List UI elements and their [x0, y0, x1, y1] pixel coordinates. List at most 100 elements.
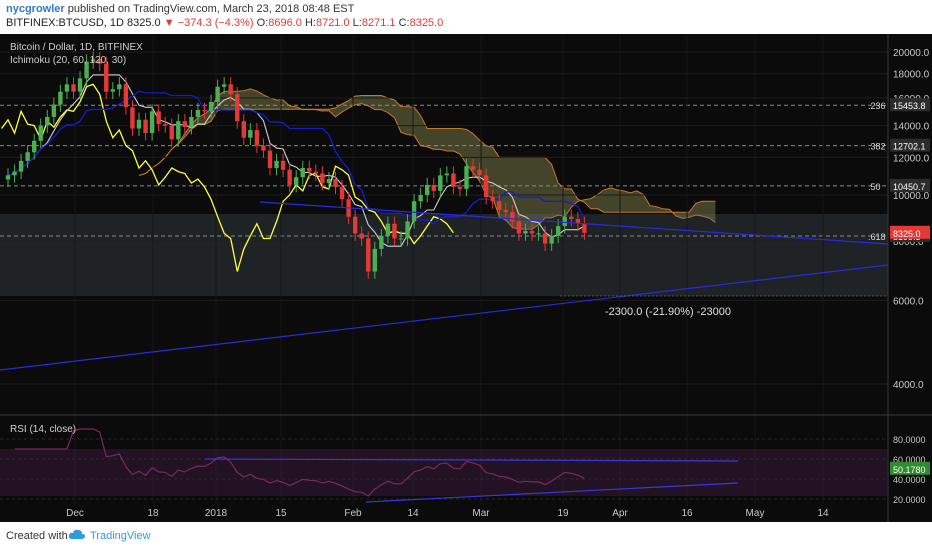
candle-body — [477, 169, 482, 176]
high-value: 8721.0 — [315, 17, 350, 29]
price-change: −374.3 (−4.3%) — [177, 17, 254, 29]
rsi-upper-trendline[interactable] — [204, 458, 739, 462]
candle-body — [149, 111, 155, 134]
price-tick-label: 6000.0 — [893, 296, 924, 307]
candle-body — [104, 63, 109, 92]
candle-body — [379, 235, 384, 249]
candle-body — [274, 160, 279, 168]
date-tick-label: Mar — [472, 508, 490, 519]
candle-body — [38, 125, 43, 141]
candle-body — [123, 84, 129, 108]
candle-body — [562, 216, 567, 227]
open-value: 8696.0 — [268, 17, 302, 29]
price-tick-label: 18000.0 — [893, 70, 930, 81]
low-value: 8271.1 — [361, 17, 396, 29]
candle-body — [313, 171, 319, 174]
candle-body — [510, 212, 515, 222]
date-tick-label: Apr — [612, 508, 628, 519]
candle-body — [18, 160, 24, 172]
candle-body — [228, 84, 233, 95]
candle-body — [241, 121, 246, 138]
candle-body — [215, 86, 220, 102]
candle-body — [110, 89, 115, 92]
created-with-text: Created with — [6, 530, 68, 542]
rsi-lower-trendline[interactable] — [365, 482, 739, 503]
date-tick-label: Dec — [66, 508, 84, 519]
date-tick-label: May — [746, 508, 765, 519]
down-arrow-icon: ▼ — [163, 17, 175, 29]
author-link[interactable]: nycgrowler — [6, 3, 65, 15]
candle-body — [569, 216, 574, 220]
high-label: H: — [304, 17, 316, 29]
chart-area[interactable]: .236 .382 .50 .618 -2300.0 (-21.90%) -23000… — [0, 34, 932, 522]
rsi-grid — [0, 438, 888, 500]
price-tick-label: 14000.0 — [893, 122, 930, 133]
candle-body — [97, 59, 102, 64]
rsi-label: RSI (14, close) — [10, 424, 76, 435]
date-tick-label: 16 — [681, 508, 693, 519]
date-tick-label: 2018 — [205, 508, 228, 519]
candle-body — [294, 177, 299, 185]
cloud-fill — [139, 88, 716, 230]
candle-body — [497, 201, 502, 210]
close-label: C: — [398, 17, 410, 29]
candle-body — [189, 116, 194, 128]
candle-body — [300, 167, 305, 178]
rsi-tick-label: 20.0000 — [893, 495, 926, 505]
candle-body — [202, 109, 207, 112]
candle-body — [235, 94, 240, 122]
candle-body — [444, 173, 450, 176]
candle-body — [470, 166, 476, 170]
candle-body — [248, 130, 253, 138]
fib-price-label: 12702.1 — [893, 142, 926, 152]
rsi-value-tag — [890, 461, 930, 475]
price-tick-label: 8000.0 — [893, 237, 924, 248]
candle-body — [117, 84, 122, 90]
candle-body — [51, 104, 57, 117]
candle-body — [464, 166, 469, 189]
candle-body — [366, 238, 371, 272]
price-tick-label: 4000.0 — [893, 380, 924, 391]
price-tick-label: 12000.0 — [893, 153, 930, 164]
candle-body — [398, 238, 404, 240]
lower-trendline[interactable] — [0, 264, 889, 371]
fib-price-tag — [890, 98, 930, 112]
upper-trendline[interactable] — [259, 201, 889, 245]
candle-body — [182, 121, 188, 128]
candle-body — [333, 179, 338, 187]
low-label: L: — [352, 17, 362, 29]
candle-body — [385, 223, 391, 236]
date-tick-label: 19 — [557, 508, 569, 519]
fib-ratio-label: .236 — [868, 101, 886, 111]
rsi-value-label: 50.1780 — [893, 465, 926, 475]
fib-ratio-label: .382 — [868, 142, 886, 152]
candle-body — [352, 216, 358, 234]
rsi-path — [14, 428, 585, 497]
fib-ratio-label: .50 — [868, 182, 881, 192]
candle-body — [221, 84, 227, 87]
candle-body — [536, 233, 541, 235]
price-tick-label: 10000.0 — [893, 191, 930, 202]
tenkan-line — [0, 83, 454, 272]
candle-body — [542, 233, 548, 244]
candle-body — [90, 59, 96, 62]
price-grid — [0, 34, 888, 504]
published-text: published on TradingView.com, March 23, … — [67, 3, 355, 15]
open-label: O: — [256, 17, 269, 29]
chart-title: Bitcoin / Dollar, 1D, BITFINEX — [10, 42, 143, 53]
candle-body — [5, 175, 11, 180]
rsi-tick-label: 40.0000 — [893, 475, 926, 485]
candle-body — [261, 145, 266, 151]
candle-body — [503, 209, 508, 213]
candle-body — [438, 175, 443, 191]
axes: 4000.0 6000.0 8000.0 10000.0 12000.0 14000.0 1… — [66, 48, 930, 519]
candle-body — [208, 101, 214, 112]
tradingview-logo-text[interactable]: TradingView — [90, 530, 151, 542]
close-value: 8325.0 — [409, 17, 444, 29]
senkou-line — [7, 90, 585, 225]
chart-header: nycgrowler published on TradingView.com,… — [0, 0, 932, 34]
senkou-span-a — [138, 88, 716, 230]
last-price: 8325.0 — [127, 17, 161, 29]
footer: Created with TradingView — [0, 522, 932, 550]
fib-price-label: 10450.7 — [893, 182, 926, 192]
